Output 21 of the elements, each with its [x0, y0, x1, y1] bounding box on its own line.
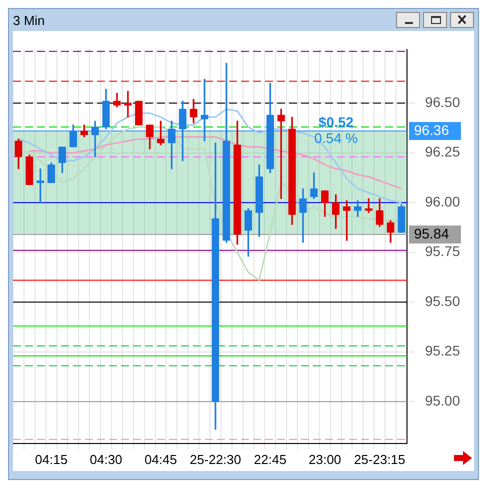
candlestick — [91, 120, 99, 158]
x-tick-label: 04:45 — [144, 452, 178, 467]
x-tick-label: 04:15 — [35, 452, 68, 467]
y-tick-label: 95.75 — [424, 243, 460, 260]
ref-line-label: 95.84 — [414, 225, 450, 242]
x-tick-label: 25-23:15 — [354, 452, 406, 467]
x-tick-label: 25-22:30 — [190, 452, 242, 467]
ref-line-label: 96.36 — [414, 122, 450, 138]
x-tick-label: 04:30 — [90, 452, 122, 467]
chart-title: 3 Min — [13, 12, 45, 28]
y-tick-label: 95.00 — [424, 392, 460, 408]
y-tick-label: 96.00 — [424, 193, 460, 210]
x-tick-label: 23:00 — [308, 452, 342, 467]
candlestick — [200, 78, 208, 142]
x-tick-label: 22:45 — [254, 452, 286, 467]
annotation: 0.54 % — [314, 130, 358, 146]
y-tick-label: 95.50 — [424, 292, 460, 309]
y-tick-label: 96.50 — [424, 94, 460, 110]
annotation: $0.52 — [318, 114, 354, 130]
y-tick-label: 95.25 — [424, 342, 460, 359]
y-tick-label: 96.25 — [424, 144, 460, 160]
